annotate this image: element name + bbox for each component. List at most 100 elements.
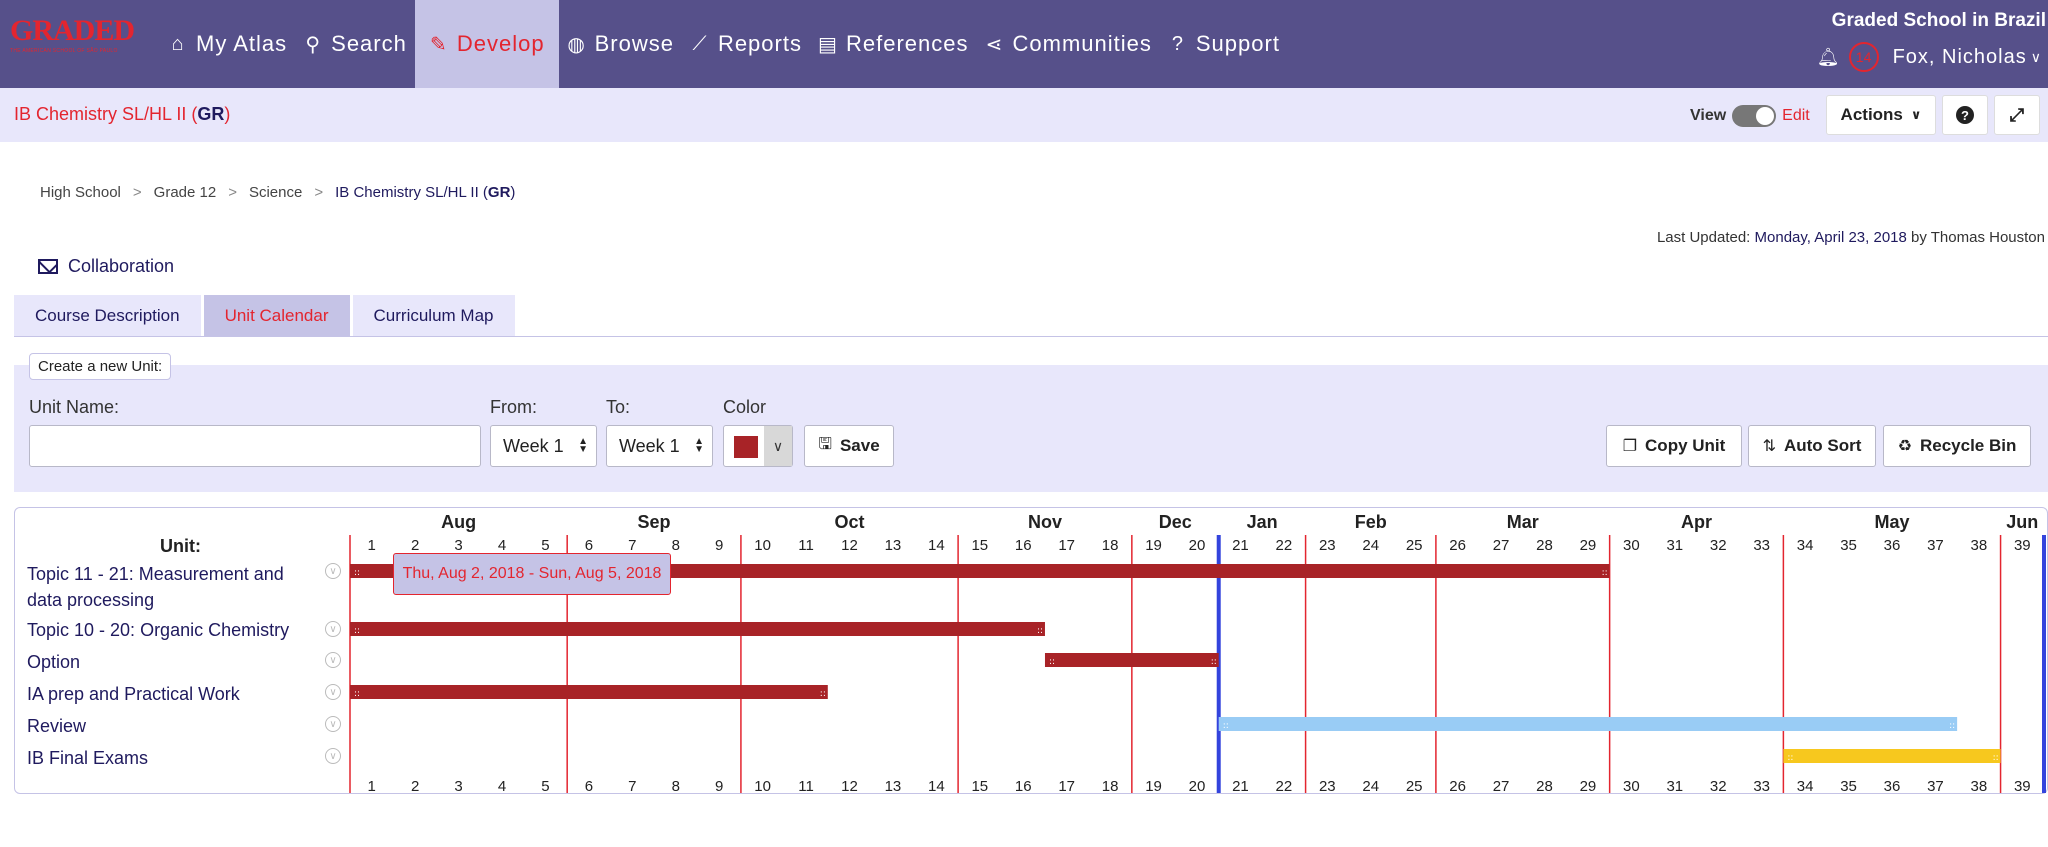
unit-name[interactable]: Topic 10 - 20: Organic Chemistry — [27, 620, 290, 640]
week-label-bottom: 5 — [541, 778, 549, 795]
breadcrumb-item[interactable]: High School — [40, 184, 121, 201]
week-label-bottom: 33 — [1753, 778, 1770, 795]
month-label: Jun — [2006, 512, 2038, 532]
week-label-bottom: 4 — [498, 778, 506, 795]
chevron-down-icon[interactable]: ∨ — [2030, 48, 2042, 65]
nav-item-browse[interactable]: ◍ Browse — [559, 0, 682, 88]
drag-handle-icon: :: — [1211, 657, 1217, 667]
week-label-top: 10 — [754, 537, 771, 554]
collaboration-link[interactable]: Collaboration — [38, 256, 174, 277]
logo-wordmark: GRADED — [10, 14, 135, 47]
nav-item-my-atlas[interactable]: ⌂ My Atlas — [160, 0, 295, 88]
nav-item-communities[interactable]: ⋖ Communities — [977, 0, 1160, 88]
floppy-disk-icon: 🖫︎ — [818, 435, 832, 453]
week-label-top: 9 — [715, 537, 723, 554]
envelope-icon — [38, 259, 58, 274]
week-label-top: 34 — [1797, 537, 1814, 554]
recycle-icon: ♻︎ — [1897, 438, 1912, 455]
color-picker[interactable]: ∨ — [723, 425, 793, 467]
breadcrumb-current: IB Chemistry SL/HL II (GR) — [335, 184, 516, 201]
unit-menu-chevron-icon[interactable]: ∨ — [325, 563, 341, 579]
bell-icon[interactable]: 🔔︎ — [1816, 46, 1841, 67]
to-label: To: — [606, 397, 631, 417]
week-label-top: 28 — [1536, 537, 1553, 554]
breadcrumb-item[interactable]: Grade 12 — [153, 184, 217, 201]
unit-name[interactable]: IA prep and Practical Work — [27, 684, 240, 704]
user-name[interactable]: Fox, Nicholas — [1892, 45, 2027, 68]
nav-item-label: Reports — [717, 31, 802, 56]
help-button[interactable]: ? — [1942, 95, 1988, 135]
unit-name[interactable]: IB Final Exams — [27, 748, 149, 768]
course-header-bar: IB Chemistry SL/HL II (GR) View Edit Act… — [0, 88, 2048, 142]
chevron-down-icon: ∨ — [764, 426, 792, 466]
unit-name[interactable]: Option — [27, 652, 81, 672]
week-label-bottom: 36 — [1884, 778, 1901, 795]
unit-name[interactable]: Topic 11 - 21: Measurement and data proc… — [27, 564, 284, 610]
week-label-top: 26 — [1449, 537, 1466, 554]
week-label-bottom: 7 — [628, 778, 636, 795]
actions-button[interactable]: Actions ∨ — [1826, 95, 1936, 135]
save-button[interactable]: 🖫︎ Save — [804, 425, 894, 467]
drag-handle-icon: :: — [1787, 753, 1793, 763]
nav-item-references[interactable]: ▤ References — [810, 0, 977, 88]
unit-menu-chevron-icon[interactable]: ∨ — [325, 748, 341, 764]
week-label-bottom: 31 — [1666, 778, 1683, 795]
book-icon: ▤ — [818, 33, 838, 56]
user-area: 🔔︎ 14 Fox, Nicholas ∨ — [1817, 42, 2042, 72]
breadcrumb-item[interactable]: Science — [248, 184, 303, 201]
course-code: GR — [197, 104, 225, 124]
unit-menu-chevron-icon[interactable]: ∨ — [325, 652, 341, 668]
week-label-bottom: 39 — [2014, 778, 2031, 795]
last-updated: Last Updated: Monday, April 23, 2018 by … — [1656, 229, 2045, 246]
nav-item-label: References — [845, 31, 969, 56]
color-label: Color — [723, 397, 767, 417]
view-label: View — [1690, 107, 1727, 124]
nav-item-support[interactable]: ? Support — [1160, 0, 1288, 88]
week-label-top: 15 — [971, 537, 988, 554]
school-logo[interactable]: GRADED THE AMERICAN SCHOOL OF SÃO PAULO — [10, 16, 140, 60]
drag-handle-icon: :: — [354, 568, 360, 578]
week-label-top: 32 — [1710, 537, 1727, 554]
week-label-bottom: 34 — [1797, 778, 1814, 795]
unit-name-input[interactable] — [29, 425, 481, 467]
unit-bar — [1783, 749, 2001, 763]
unit-menu-chevron-icon[interactable]: ∨ — [325, 716, 341, 732]
month-label: Sep — [638, 512, 671, 532]
unit-name[interactable]: Review — [27, 716, 87, 736]
notification-count[interactable]: 14 — [1848, 42, 1879, 72]
auto-sort-button[interactable]: ⇅ Auto Sort — [1748, 425, 1876, 467]
nav-item-label: Support — [1195, 31, 1280, 56]
nav-item-reports[interactable]: ⟋ Reports — [682, 0, 810, 88]
week-label-top: 18 — [1102, 537, 1119, 554]
nav-item-develop[interactable]: ✎ Develop — [414, 0, 559, 88]
week-label-bottom: 6 — [585, 778, 593, 795]
nav-item-label: Communities — [1012, 31, 1152, 56]
from-week-select[interactable]: Week 1 ▲ ▼ — [490, 425, 597, 467]
nav-item-label: Develop — [456, 31, 545, 56]
question-circle-icon: ? — [1171, 32, 1184, 55]
nav-item-label: My Atlas — [196, 31, 288, 56]
unit-menu-chevron-icon[interactable]: ∨ — [325, 684, 341, 700]
recycle-bin-button[interactable]: ♻︎ Recycle Bin — [1883, 425, 2031, 467]
line-chart-icon: ⟋ — [692, 32, 708, 55]
unit-name-label: Unit Name: — [29, 397, 120, 417]
edit-label: Edit — [1782, 107, 1810, 124]
logo-tagline: THE AMERICAN SCHOOL OF SÃO PAULO — [10, 48, 118, 54]
course-tabs: Course Description Unit Calendar Curriculu… — [14, 295, 518, 336]
up-down-arrows-icon: ▲ ▼ — [578, 436, 588, 455]
tab-unit-calendar[interactable]: Unit Calendar — [203, 295, 350, 336]
to-week-select[interactable]: Week 1 ▲ ▼ — [606, 425, 713, 467]
fullscreen-button[interactable]: ⤢ — [1994, 95, 2040, 135]
week-label-bottom: 16 — [1015, 778, 1032, 795]
edit-icon: ✎ — [429, 33, 448, 56]
view-edit-toggle[interactable] — [1732, 105, 1777, 127]
copy-unit-button[interactable]: ❐ Copy Unit — [1606, 425, 1742, 467]
tab-curriculum-map[interactable]: Curriculum Map — [352, 295, 515, 336]
unit-bar — [350, 685, 828, 699]
nav-item-search[interactable]: ⚲ Search — [295, 0, 415, 88]
tab-course-description[interactable]: Course Description — [14, 295, 201, 336]
breadcrumb-separator: > — [132, 184, 142, 201]
unit-menu-chevron-icon[interactable]: ∨ — [325, 621, 341, 637]
month-label: Nov — [1028, 512, 1062, 532]
